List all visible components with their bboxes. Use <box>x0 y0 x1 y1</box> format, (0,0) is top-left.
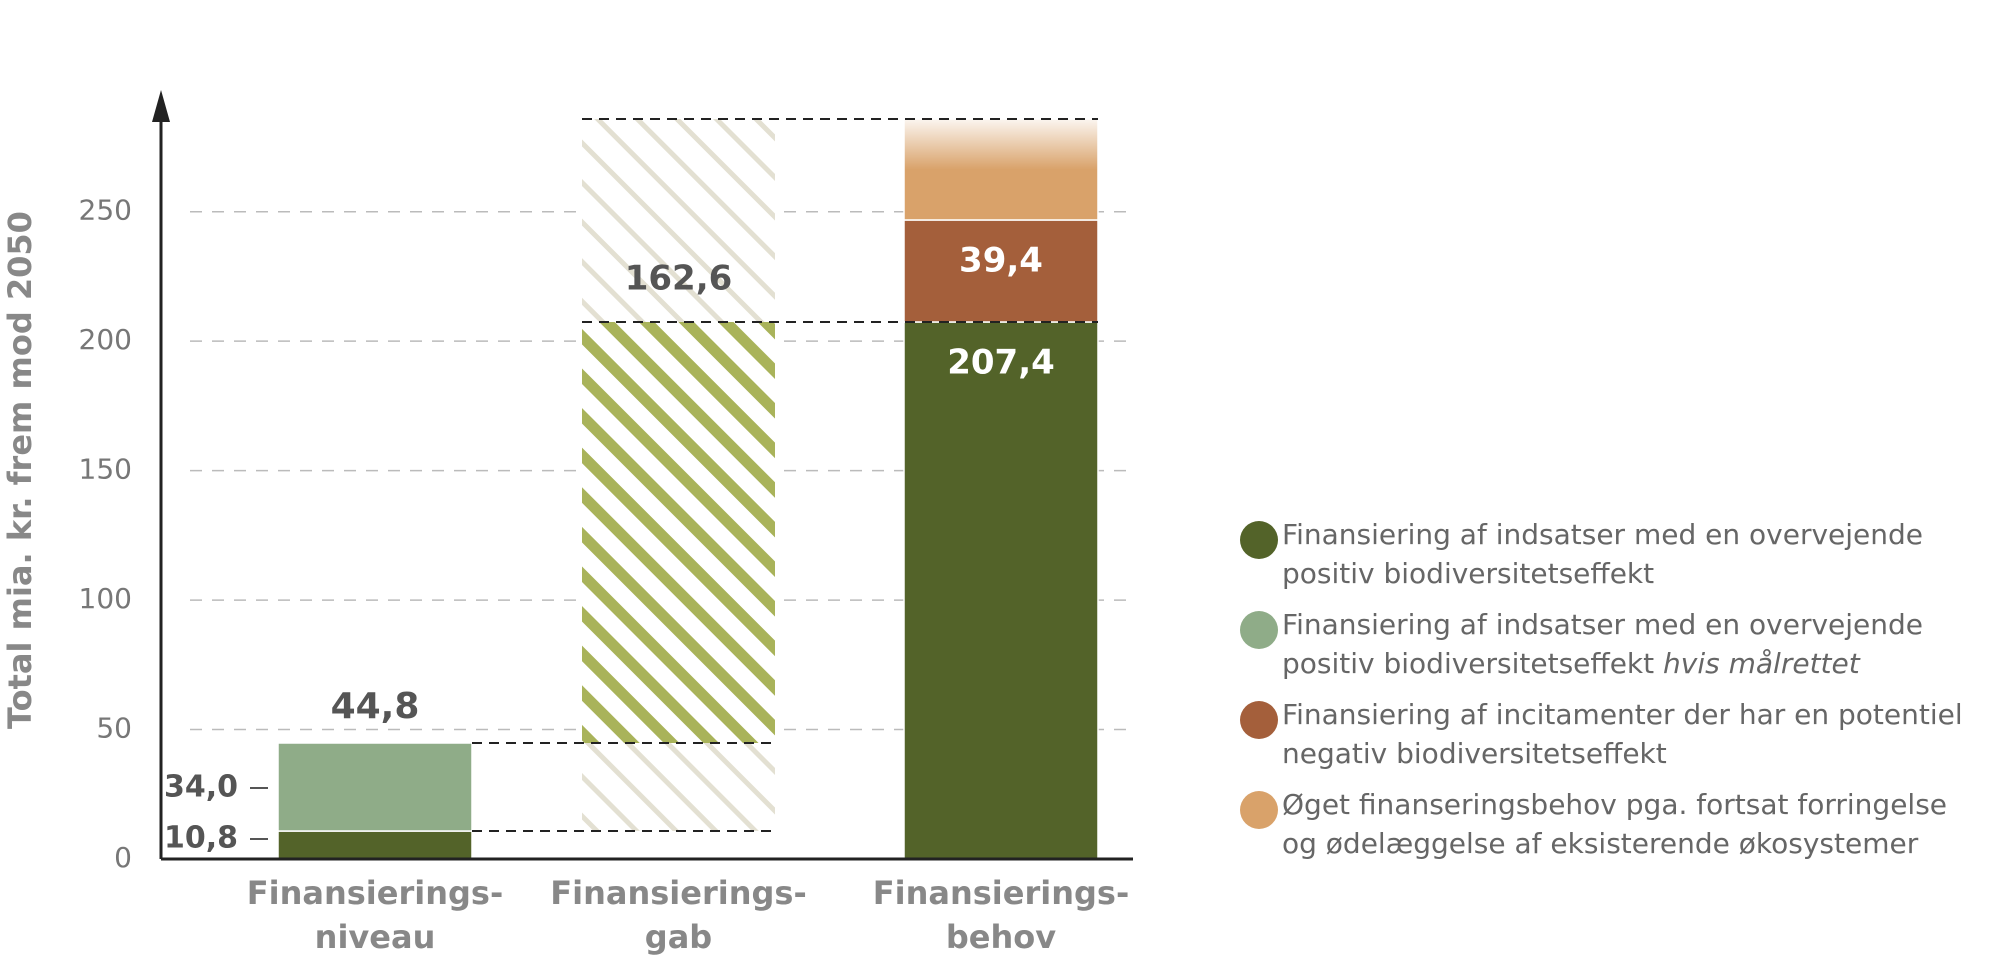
x-tick-label: behov <box>946 918 1056 956</box>
value-label: 162,6 <box>625 258 733 298</box>
gap-bar <box>582 321 775 744</box>
gap-context <box>582 118 775 322</box>
gap-context <box>582 743 775 832</box>
value-label: 39,4 <box>959 240 1043 280</box>
y-tick-label: 200 <box>79 323 132 356</box>
legend-label: Finansiering af indsatser med en overvej… <box>1282 608 1924 680</box>
y-tick-label: 150 <box>79 453 132 486</box>
y-tick-label: 100 <box>79 582 132 615</box>
total-label: 44,8 <box>331 686 420 727</box>
legend-label: Finansiering af incitamenter der har en … <box>1282 698 1963 770</box>
legend-swatch <box>1240 521 1278 559</box>
bar-segment <box>903 321 1099 860</box>
y-tick-label: 50 <box>96 712 132 745</box>
bar-segment <box>277 830 473 860</box>
y-tick-label: 0 <box>114 841 132 874</box>
bar-segment <box>277 742 473 832</box>
legend-swatch <box>1240 611 1278 649</box>
x-tick-label: Finansierings- <box>247 874 503 912</box>
axis-arrow <box>152 90 170 122</box>
legend: Finansiering af indsatser med en overvej… <box>1240 515 1980 875</box>
legend-item: Finansiering af indsatser med en overvej… <box>1240 515 1980 605</box>
y-tick-label: 250 <box>79 194 132 227</box>
legend-label: Øget finanseringsbehov pga. fortsat forr… <box>1282 788 1948 860</box>
value-label: 10,8 <box>164 821 238 856</box>
y-axis-label: Total mia. kr. frem mod 2050 <box>1 211 39 729</box>
legend-item: Øget finanseringsbehov pga. fortsat forr… <box>1240 785 1980 875</box>
legend-item: Finansiering af indsatser med en overvej… <box>1240 605 1980 695</box>
x-tick-label: Finansierings- <box>550 874 806 912</box>
value-label: 207,4 <box>947 342 1055 382</box>
x-tick-label: niveau <box>315 918 436 956</box>
x-tick-label: gab <box>645 918 712 956</box>
x-tick-label: Finansierings- <box>873 874 1129 912</box>
legend-emphasis: hvis målrettet <box>1663 647 1860 680</box>
chart: Total mia. kr. frem mod 2050 0 50 100 150 20… <box>1 90 1133 956</box>
legend-swatch <box>1240 701 1278 739</box>
bar-segment <box>903 219 1099 323</box>
value-label: 34,0 <box>164 770 238 805</box>
legend-item: Finansiering af incitamenter der har en … <box>1240 695 1980 785</box>
bar-segment <box>903 118 1099 221</box>
legend-swatch <box>1240 791 1278 829</box>
legend-label: Finansiering af indsatser med en overvej… <box>1282 518 1924 590</box>
